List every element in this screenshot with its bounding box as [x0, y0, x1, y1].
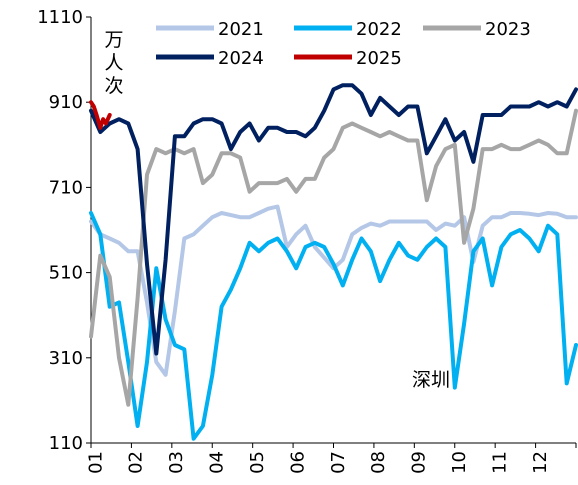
legend-label-2025: 2025 — [356, 48, 402, 69]
y-tick-label: 1110 — [37, 7, 83, 28]
unit-label-char: 人 — [104, 52, 123, 74]
x-tick-label: 08 — [368, 451, 389, 474]
y-tick-label: 110 — [49, 433, 83, 454]
series-line-2023 — [89, 108, 578, 407]
unit-label-char: 次 — [104, 75, 123, 97]
legend-label-2024: 2024 — [218, 48, 264, 69]
x-tick-label: 06 — [287, 451, 308, 474]
x-tick-label: 10 — [449, 451, 470, 474]
x-tick-label: 07 — [328, 451, 349, 474]
x-tick-label: 01 — [85, 451, 106, 474]
series-lines — [89, 83, 578, 441]
series-line-2022 — [89, 211, 578, 441]
legend-label-2022: 2022 — [356, 19, 402, 40]
x-tick-label: 03 — [166, 451, 187, 474]
legend-label-2021: 2021 — [218, 19, 264, 40]
series-line-2025 — [89, 100, 112, 130]
x-tick-label: 05 — [247, 451, 268, 474]
x-tick-label: 02 — [126, 451, 147, 474]
y-tick-label: 910 — [49, 92, 83, 113]
x-tick-label: 11 — [489, 451, 510, 474]
series-line-2024 — [89, 83, 578, 356]
y-tick-label: 710 — [49, 177, 83, 198]
y-tick-label: 510 — [49, 263, 83, 284]
legend: 2021 2022 2023 2024 2025 — [156, 19, 531, 69]
legend-label-2023: 2023 — [485, 19, 531, 40]
x-tick-label: 12 — [530, 451, 551, 474]
city-annotation: 深圳 — [412, 369, 450, 391]
x-tick-label: 04 — [207, 451, 228, 474]
y-tick-label: 310 — [49, 348, 83, 369]
axes: 110 310 510 710 910 1110 01 02 03 04 05 06 07 08 09 10 1… — [37, 7, 577, 474]
x-tick-label: 09 — [409, 451, 430, 474]
unit-label-char: 万 — [104, 29, 123, 51]
